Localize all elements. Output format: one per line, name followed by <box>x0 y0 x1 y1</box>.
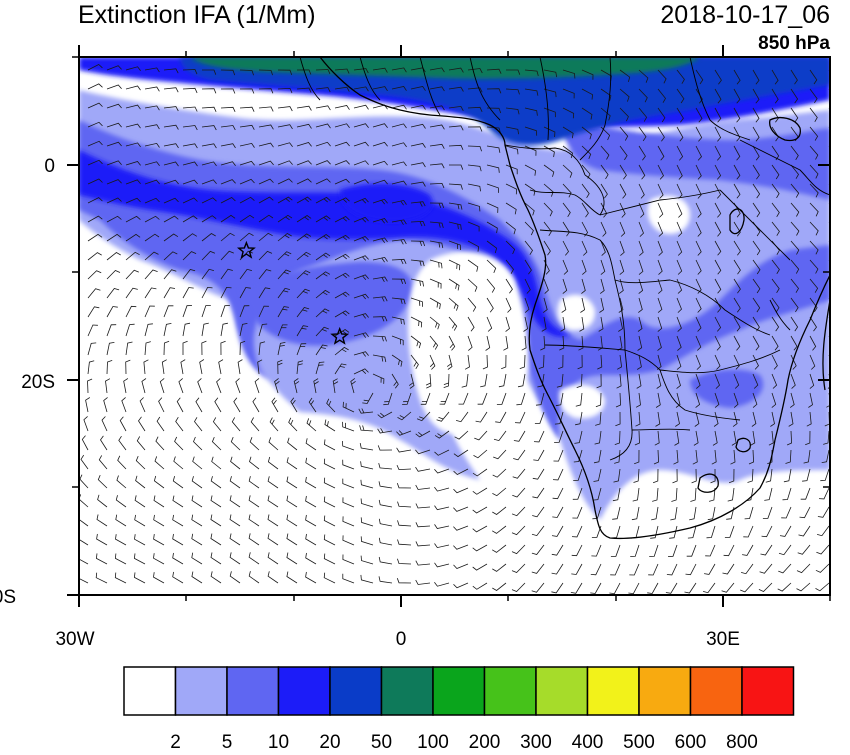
lon-label-30e: 30E <box>706 629 740 650</box>
star-markers <box>236 240 350 345</box>
pressure-level: 850 hPa <box>758 33 830 54</box>
colorbar-label: 600 <box>675 732 707 750</box>
colorbar-swatch <box>174 666 228 716</box>
colorbar-label: 300 <box>520 732 552 750</box>
colorbar-swatch <box>689 666 743 716</box>
colorbar-swatch <box>123 666 177 716</box>
lon-label-0: 0 <box>396 629 407 650</box>
colorbar-swatch <box>226 666 280 716</box>
colorbar-swatch <box>432 666 486 716</box>
map-title: Extinction IFA (1/Mm) <box>78 1 316 29</box>
colorbar-swatch <box>329 666 383 716</box>
colorbar-swatch <box>277 666 331 716</box>
map-frame <box>78 56 831 596</box>
country-borders <box>299 57 830 461</box>
lat-label-40s: 40S <box>0 587 16 608</box>
colorbar-label: 500 <box>623 732 655 750</box>
colorbar-label: 20 <box>319 732 340 750</box>
colorbar-swatch <box>741 666 795 716</box>
colorbar-label: 50 <box>371 732 392 750</box>
colorbar-swatch <box>535 666 589 716</box>
lat-label-0: 0 <box>44 156 55 177</box>
lon-label-30w: 30W <box>55 629 94 650</box>
colorbar-label: 2 <box>170 732 181 750</box>
colorbar-swatch <box>586 666 640 716</box>
wind-barbs <box>79 64 830 595</box>
lat-label-20s: 20S <box>21 372 55 393</box>
axis-ticks <box>67 45 830 607</box>
aerosol-extinction-field <box>79 57 830 595</box>
colorbar-label: 10 <box>268 732 289 750</box>
colorbar-swatch <box>483 666 537 716</box>
axis-minor-ticks <box>72 51 831 601</box>
colorbar-swatch <box>638 666 692 716</box>
colorbar-label: 800 <box>726 732 758 750</box>
map-datetime: 2018-10-17_06 <box>660 1 830 29</box>
colorbar-label: 400 <box>572 732 604 750</box>
colorbar-label: 100 <box>417 732 449 750</box>
colorbar: 2 5 10 20 50 100 200 300 400 500 600 800 <box>123 666 795 753</box>
colorbar-label: 200 <box>469 732 501 750</box>
colorbar-label: 5 <box>222 732 233 750</box>
colorbar-swatch <box>380 666 434 716</box>
star-marker-2 <box>330 326 350 345</box>
star-marker-1 <box>236 240 256 259</box>
